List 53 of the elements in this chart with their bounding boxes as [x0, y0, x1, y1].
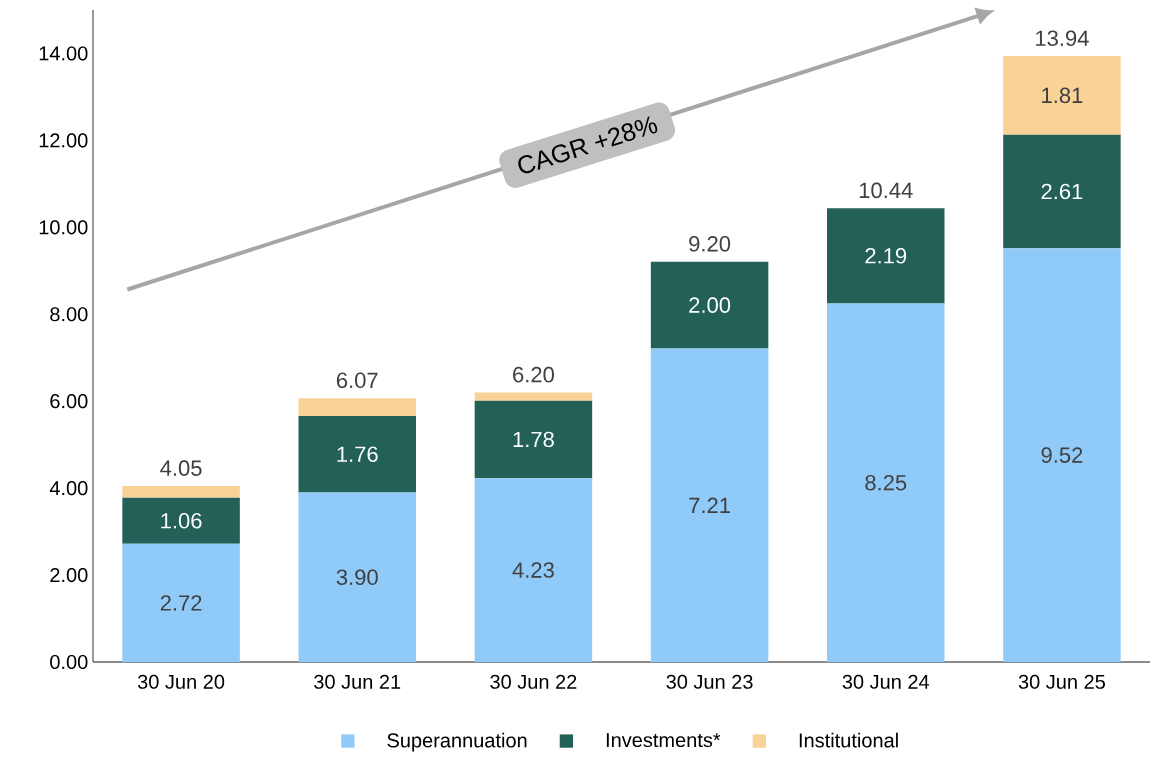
bar	[827, 303, 945, 662]
bar	[474, 478, 593, 662]
bar	[298, 398, 417, 416]
y-tick-label: 10.00	[39, 220, 88, 235]
data-label: 7.21	[689, 497, 730, 513]
bar	[474, 400, 593, 479]
data-label: 2.19	[865, 248, 907, 264]
y-tick-label: 12.00	[39, 133, 88, 148]
y-tick-label: 14.00	[39, 46, 88, 61]
y-tick-label: 4.00	[49, 481, 88, 496]
data-label: 1.81	[1042, 87, 1083, 104]
bar	[298, 415, 417, 493]
data-label: 2.61	[1041, 183, 1083, 200]
bar	[298, 492, 417, 662]
y-tick-label: 2.00	[50, 567, 88, 583]
data-label: 9.52	[1041, 447, 1083, 463]
bar	[1003, 134, 1121, 249]
data-label: 8.25	[865, 474, 907, 491]
bar	[474, 392, 593, 401]
x-tick-label: 30 Jun 21	[314, 674, 401, 689]
total-label: 10.44	[859, 182, 913, 199]
legend-label: Superannuation	[387, 732, 527, 752]
data-label: 1.06	[161, 512, 202, 529]
bar	[122, 485, 240, 498]
annotation: CAGR +28%	[518, 116, 658, 174]
x-tick-label: 30 Jun 20	[137, 674, 225, 689]
bar	[650, 261, 769, 349]
x-tick-label: 30 Jun 25	[1018, 674, 1105, 689]
data-label: 1.76	[337, 446, 378, 463]
data-label: 2.00	[689, 297, 731, 313]
total-label: 6.20	[513, 366, 554, 383]
total-label: 13.94	[1036, 30, 1089, 47]
data-label: 2.72	[160, 595, 202, 611]
total-label: 9.20	[689, 236, 731, 252]
y-tick-label: 0.00	[50, 654, 88, 670]
legend-label: Investments*	[606, 733, 721, 748]
y-tick-label: 8.00	[50, 307, 88, 322]
legend-label: Institutional	[799, 732, 898, 748]
total-label: 4.05	[160, 460, 202, 476]
x-tick-label: 30 Jun 24	[842, 674, 930, 689]
total-label: 6.07	[336, 372, 378, 389]
bar	[650, 348, 769, 662]
y-tick-label: 6.00	[50, 394, 88, 409]
bar	[827, 208, 945, 304]
bar	[1003, 56, 1121, 135]
bar	[122, 497, 240, 544]
data-label: 4.23	[512, 562, 554, 578]
data-label: 3.90	[336, 569, 378, 586]
bar	[122, 543, 240, 662]
bar	[1003, 248, 1121, 662]
x-tick-label: 30 Jun 22	[490, 674, 577, 689]
data-label: 1.78	[513, 431, 554, 448]
x-tick-label: 30 Jun 23	[666, 674, 753, 689]
